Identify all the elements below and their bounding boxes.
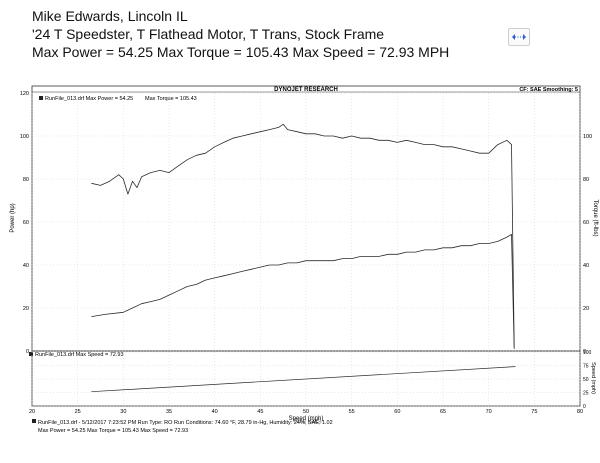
x-axis-ticks: 20 25 30 35 40 45 50 55 60 65 70 75 80	[29, 409, 583, 415]
x-tick: 60	[394, 409, 400, 415]
legend-torque: Max Torque = 105.43	[145, 96, 197, 102]
speed-y-tick: 0	[583, 404, 586, 410]
x-tick: 25	[75, 409, 81, 415]
power-series-line	[91, 233, 515, 349]
x-tick: 20	[29, 409, 35, 415]
header-vehicle: '24 T Speedster, T Flathead Motor, T Tra…	[32, 26, 385, 42]
speed-y-axis-label: Speed (mph)	[590, 362, 596, 394]
footer-run-info: RunFile_013.drf - 5/12/2017 7:23:52 PM R…	[38, 420, 333, 426]
y-tick-right: 40	[583, 263, 589, 269]
main-panel-border	[31, 85, 581, 352]
header-owner: Mike Edwards, Lincoln IL	[32, 8, 188, 24]
speed-legend: RunFile_013.drf Max Speed = 72.93	[29, 352, 124, 358]
x-tick: 75	[531, 409, 537, 415]
x-tick: 55	[349, 409, 355, 415]
main-legend: RunFile_013.drf Max Power = 54.25 Max To…	[39, 96, 197, 102]
y-tick-right: 0	[583, 349, 586, 355]
y-tick-left: 60	[23, 220, 29, 226]
footer: RunFile_013.drf - 5/12/2017 7:23:52 PM R…	[32, 419, 333, 434]
main-axis-ticks: 0 20 40 60 80 100 120 0 20 40 60 80 100	[20, 91, 592, 355]
main-series	[91, 123, 515, 349]
y-tick-left: 120	[20, 91, 29, 97]
x-axis-label-time: Time (sec)	[293, 419, 321, 425]
x-tick: 35	[166, 409, 172, 415]
y-axis-label-left: Power (hp)	[10, 203, 16, 232]
y-tick-left: 40	[23, 263, 29, 269]
y-tick-right: 100	[583, 134, 592, 140]
x-tick: 70	[486, 409, 492, 415]
x-tick: 45	[257, 409, 263, 415]
footer-max-values: Max Power = 54.25 Max Torque = 105.43 Ma…	[38, 428, 188, 434]
x-tick: 65	[440, 409, 446, 415]
y-axis-label-right: Torque (ft-lbs)	[592, 199, 598, 236]
x-axis-label-speed: Speed (mph)	[289, 416, 324, 422]
torque-series-line	[91, 123, 515, 347]
x-tick: 30	[120, 409, 126, 415]
speed-y-tick: 100	[583, 350, 592, 356]
y-tick-right: 20	[583, 306, 589, 312]
speed-series	[91, 366, 516, 393]
y-tick-left: 20	[23, 306, 29, 312]
legend-speed: RunFile_013.drf Max Speed = 72.93	[35, 352, 124, 358]
y-tick-left: 0	[26, 349, 29, 355]
speed-y-tick: 25	[583, 391, 589, 397]
resize-arrows-icon[interactable]	[508, 28, 530, 46]
chart-title: DYNOJET RESEARCH	[274, 87, 338, 93]
speed-y-tick: 75	[583, 364, 589, 370]
x-tick: 40	[212, 409, 218, 415]
speed-series-line	[91, 366, 516, 393]
legend-power: RunFile_013.drf Max Power = 54.25	[45, 96, 133, 102]
x-tick: 80	[577, 409, 583, 415]
chart-corner-label: CF: SAE Smoothing: 5	[519, 87, 578, 93]
y-tick-left: 100	[20, 134, 29, 140]
y-tick-left: 80	[23, 177, 29, 183]
y-tick-right: 80	[583, 177, 589, 183]
speed-y-tick: 50	[583, 377, 589, 383]
header-max-values: Max Power = 54.25 Max Torque = 105.43 Ma…	[32, 44, 450, 60]
x-tick: 50	[303, 409, 309, 415]
speed-axis-ticks: 0 25 50 75 100	[583, 350, 592, 410]
y-tick-right: 60	[583, 220, 589, 226]
main-grid	[31, 92, 581, 352]
